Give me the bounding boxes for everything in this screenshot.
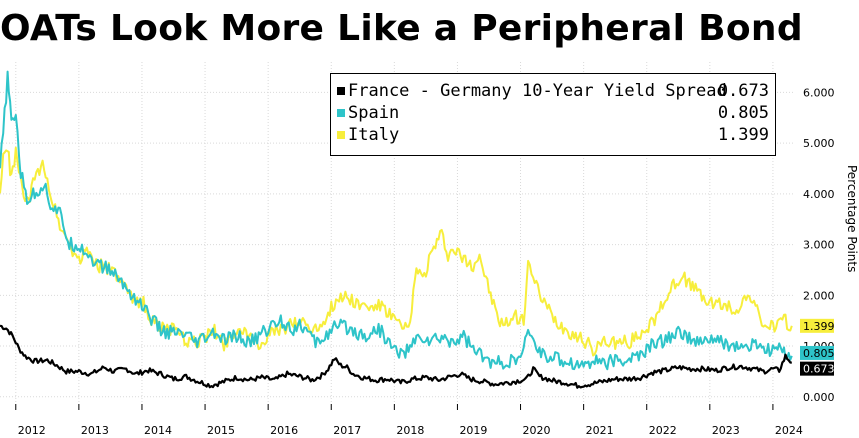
- x-tick-label: 2017: [333, 424, 361, 437]
- y-tick-label: 5.000: [803, 137, 835, 150]
- x-tick-label: 2019: [459, 424, 487, 437]
- legend-swatch: [337, 109, 345, 117]
- legend-entry: Italy 1.399: [337, 124, 769, 146]
- legend-series-name: Spain: [348, 103, 400, 123]
- series-line-italy: [0, 146, 793, 357]
- y-tick-label: 2.000: [803, 289, 835, 302]
- x-tick-label: 2022: [649, 424, 677, 437]
- x-tick-label: 2023: [712, 424, 740, 437]
- legend-series-value: 0.805: [717, 103, 769, 123]
- legend-series-name: Italy: [348, 125, 400, 145]
- series-line-france-germany-10-year-yield-spread: [0, 324, 792, 389]
- last-value-label: 1.399: [803, 320, 835, 333]
- legend-entry: France - Germany 10-Year Yield Spread 0.6…: [337, 80, 769, 102]
- legend-series-value: 0.673: [717, 81, 769, 101]
- x-tick-label: 2014: [144, 424, 172, 437]
- last-value-label: 0.673: [803, 363, 835, 376]
- last-value-badge: [800, 345, 834, 360]
- last-value-badge: [800, 361, 834, 376]
- x-tick-label: 2018: [396, 424, 424, 437]
- last-value-label: 0.805: [803, 347, 835, 360]
- x-tick-label: 2013: [81, 424, 109, 437]
- x-tick-label: 2016: [270, 424, 298, 437]
- x-tick-label: 2015: [207, 424, 235, 437]
- legend-series-name: France - Germany 10-Year Yield Spread: [348, 81, 727, 101]
- legend-series-value: 1.399: [717, 125, 769, 145]
- x-axis: 2012 2013 2014 2015 2016 2017 2018 2019 2020 2021…: [15, 404, 803, 437]
- x-tick-label: 2021: [586, 424, 614, 437]
- y-tick-label: 6.000: [803, 86, 835, 99]
- legend-swatch: [337, 131, 345, 139]
- y-tick-label: 3.000: [803, 239, 835, 252]
- x-tick-label: 2024: [775, 424, 803, 437]
- y-axis-label: Percentage Points: [845, 165, 859, 272]
- x-tick-label: 2020: [523, 424, 551, 437]
- last-value-labels: 1.399 0.805 0.673: [800, 318, 835, 376]
- x-tick-label: 2012: [18, 424, 46, 437]
- series-line-spain: [0, 70, 793, 371]
- legend-entry: Spain 0.805: [337, 102, 769, 124]
- chart-title: OATs Look More Like a Peripheral Bond: [0, 8, 803, 49]
- legend-swatch: [337, 87, 345, 95]
- series-lines: [0, 70, 793, 389]
- y-tick-label: 0.000: [803, 391, 835, 404]
- legend: France - Germany 10-Year Yield Spread 0.6…: [330, 73, 776, 156]
- y-tick-label: 4.000: [803, 188, 835, 201]
- last-value-badge: [800, 318, 834, 333]
